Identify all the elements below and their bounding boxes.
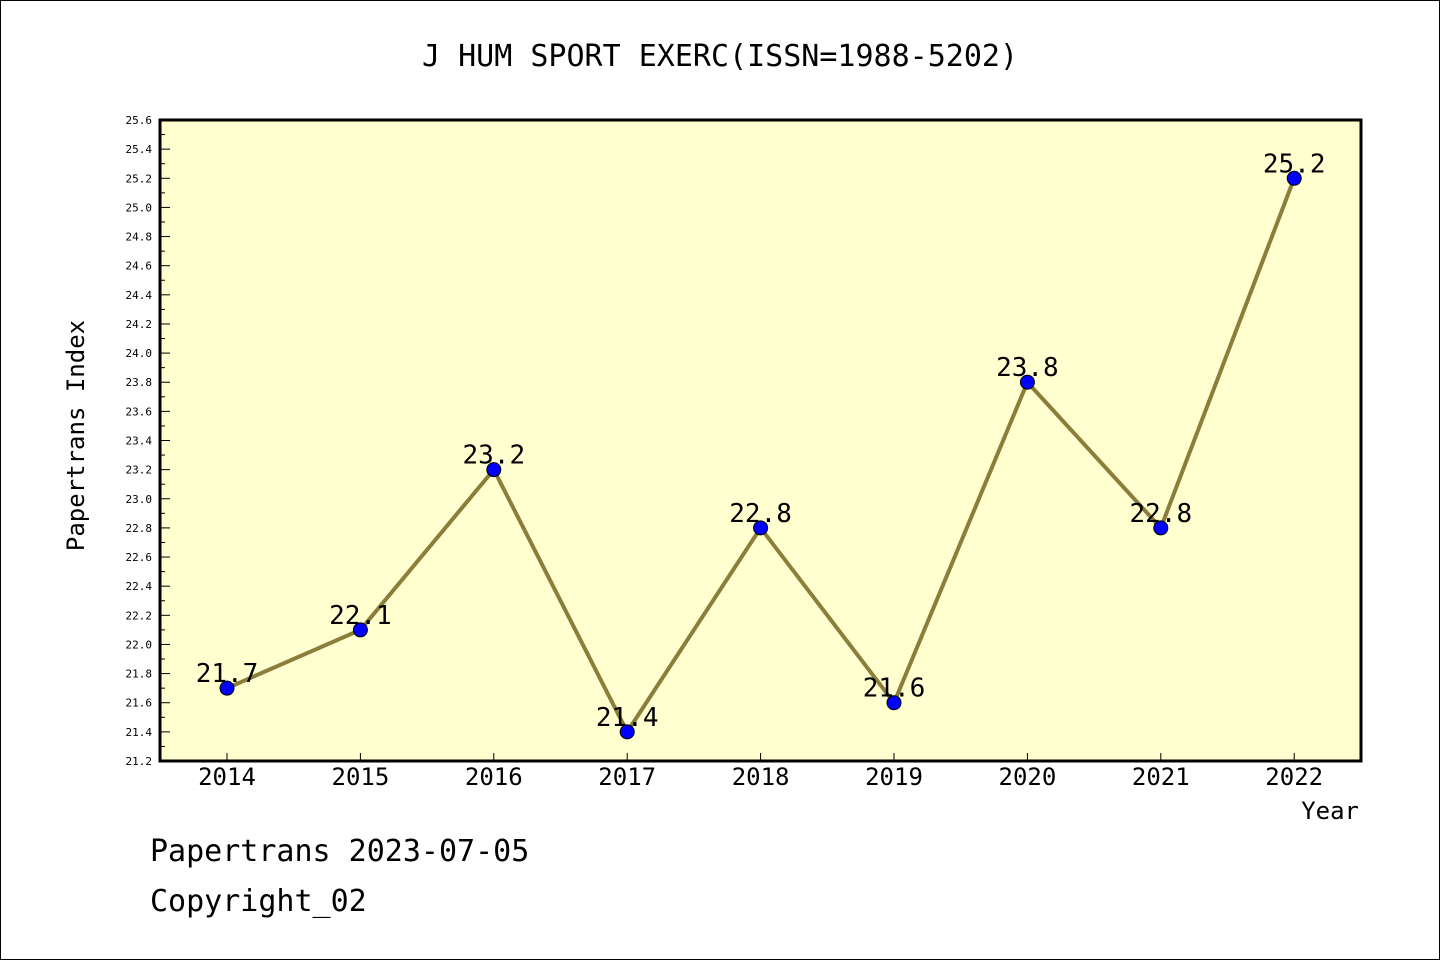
data-label: 23.2 xyxy=(462,441,525,471)
data-point xyxy=(352,622,368,638)
x-tick-label: 2022 xyxy=(1265,763,1323,791)
data-label: 23.8 xyxy=(996,353,1059,383)
y-axis-label: Papertrans Index xyxy=(62,320,90,551)
data-point xyxy=(219,680,235,696)
y-tick-label: 21.4 xyxy=(126,726,153,739)
y-tick-label: 22.6 xyxy=(126,551,153,564)
y-tick-label: 25.2 xyxy=(126,172,153,185)
y-tick-label: 21.6 xyxy=(126,697,153,710)
data-point xyxy=(486,462,502,478)
y-tick-label: 25.0 xyxy=(126,201,153,214)
x-tick-label: 2019 xyxy=(865,763,923,791)
series-line xyxy=(219,170,1302,740)
x-tick-label: 2020 xyxy=(999,763,1057,791)
data-point xyxy=(619,724,635,740)
data-point xyxy=(1153,520,1169,536)
y-tick-label: 24.2 xyxy=(126,318,153,331)
x-axis: 2014 2015 2016 2017 2018 2019 2020 2021 2022 xyxy=(198,753,1323,791)
y-tick-label: 23.2 xyxy=(126,464,153,477)
y-tick-label: 22.2 xyxy=(126,609,153,622)
data-label: 22.8 xyxy=(729,499,792,529)
data-labels: 21.7 22.1 23.2 21.4 22.8 21.6 23.8 22.8 25.2 xyxy=(196,149,1326,733)
x-tick-label: 2018 xyxy=(732,763,790,791)
y-tick-label: 24.0 xyxy=(126,347,153,360)
data-label: 21.4 xyxy=(596,703,659,733)
y-tick-label: 22.4 xyxy=(126,580,153,593)
chart-title: J HUM SPORT EXERC(ISSN=1988-5202) xyxy=(422,39,1018,74)
footer-copyright: Copyright_02 xyxy=(150,884,367,919)
y-tick-label: 22.0 xyxy=(126,638,153,651)
data-label: 22.1 xyxy=(329,601,392,631)
data-point xyxy=(1286,170,1302,186)
y-tick-label: 23.0 xyxy=(126,493,153,506)
plot-area xyxy=(158,118,1363,763)
y-tick-label: 21.2 xyxy=(126,755,153,768)
data-label: 22.8 xyxy=(1129,499,1192,529)
data-point xyxy=(886,695,902,711)
data-point xyxy=(753,520,769,536)
footer-date: Papertrans 2023-07-05 xyxy=(150,834,530,869)
y-tick-label: 25.4 xyxy=(126,143,153,156)
y-tick-label: 24.8 xyxy=(126,231,153,244)
y-tick-label: 21.8 xyxy=(126,668,153,681)
data-label: 25.2 xyxy=(1263,149,1326,179)
y-axis: 21.2 21.4 21.6 21.8 22.0 22.2 22.4 22.6 22.8 23.0… xyxy=(126,114,170,768)
y-tick-label: 22.8 xyxy=(126,522,153,535)
y-tick-label: 23.8 xyxy=(126,376,153,389)
x-tick-label: 2014 xyxy=(198,763,256,791)
x-tick-label: 2017 xyxy=(598,763,656,791)
x-tick-label: 2016 xyxy=(465,763,523,791)
y-tick-label: 23.4 xyxy=(126,435,153,448)
y-tick-label: 25.6 xyxy=(126,114,153,127)
x-tick-label: 2021 xyxy=(1132,763,1190,791)
y-tick-label: 23.6 xyxy=(126,405,153,418)
data-label: 21.7 xyxy=(196,659,259,689)
x-tick-label: 2015 xyxy=(332,763,390,791)
x-axis-label: Year xyxy=(1301,797,1359,825)
y-tick-label: 24.6 xyxy=(126,260,153,273)
data-label: 21.6 xyxy=(863,674,926,704)
y-tick-label: 24.4 xyxy=(126,289,153,302)
data-point xyxy=(1019,374,1035,390)
